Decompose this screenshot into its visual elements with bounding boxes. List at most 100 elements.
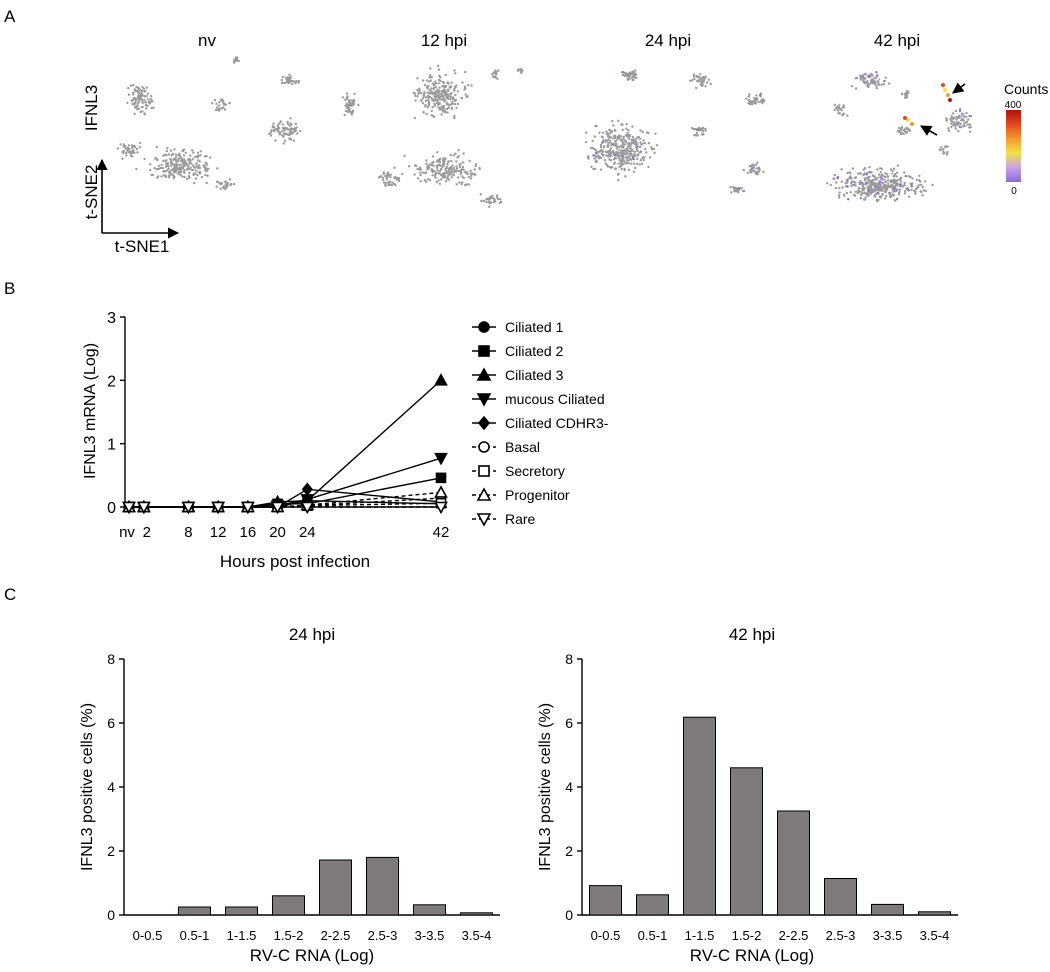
tsne-cell [444,73,447,77]
tsne-cell [442,110,445,113]
tsne-cell [749,169,752,172]
tsne-cell [600,148,603,152]
tsne-cell [642,156,645,159]
tsne-cell [519,68,522,71]
panel-label-a: A [4,7,16,26]
tsne-cell [838,186,841,190]
tsne-cell [636,149,639,153]
tsne-cell [452,174,455,177]
line-y-label: IFNL3 mRNA (Log) [82,343,99,479]
tsne-cell [877,189,880,192]
tsne-cell [414,94,417,98]
tsne-cell [881,192,884,196]
tsne-cell [875,71,878,74]
tsne-cell [893,174,896,177]
tsne-cell [867,185,870,188]
tsne-cell [945,153,949,156]
tsne-cell [640,162,644,165]
tsne-cell [401,172,404,176]
bar-chart-2-x-tick-label: 0-0.5 [591,928,621,943]
tsne-cell [436,99,439,102]
tsne-cell [499,198,502,201]
tsne-cell [636,157,639,161]
tsne-cell [610,142,613,145]
tsne-cell [623,167,626,171]
tsne-cell [491,196,494,200]
tsne-cell [604,162,607,165]
tsne-cell [611,151,614,154]
tsne-cell [455,183,458,186]
bar-chart-2-x-tick-label: 1-1.5 [685,928,715,943]
tsne-cell [906,92,909,95]
bar-chart-2-bar [636,894,669,916]
bar-chart-1-x-tick-label: 2-2.5 [321,928,351,943]
tsne-cell [625,123,628,126]
tsne-cell [877,198,880,202]
tsne-cell [592,167,595,171]
tsne-cell [347,106,350,109]
tsne-cell [181,161,185,165]
tsne-cell [837,106,840,109]
tsne-cell [170,168,173,172]
tsne-cell [444,91,448,94]
tsne-cell [627,168,631,171]
bar-chart-2-y-tick-label: 4 [565,779,573,795]
tsne-cell [204,173,207,177]
tsne-cell [436,158,440,162]
tsne-cell [145,101,148,104]
tsne-cell [432,164,435,167]
tsne-cell [377,176,381,179]
panel-a-tsne: nv 12 hpi 24 hpi 42 hpi t-SNE1 t-SNE2 IF… [82,31,1048,256]
tsne-cell [870,179,873,183]
tsne-cell [191,158,195,161]
tsne-cell [851,167,855,170]
tsne-cell [426,164,430,167]
tsne-cell [597,154,600,157]
tsne-cell [139,141,142,145]
tsne-cell [466,95,469,98]
tsne-cell [432,115,435,118]
tsne-cell [122,143,126,146]
tsne-cell [179,160,183,163]
tsne-cell [135,167,138,171]
tsne-cell [915,187,918,191]
tsne-cell [856,192,860,195]
tsne-cell [874,76,877,80]
tsne-cell [626,78,629,81]
tsne-cell [345,92,349,95]
tsne-cell [889,168,893,171]
tsne-cell [898,129,902,133]
tsne-cell [632,142,636,145]
tsne-cell [139,110,142,114]
tsne-cell [436,64,440,68]
tsne-cell [873,175,876,179]
tsne-cell [617,151,620,154]
tsne-cell [894,190,897,193]
tsne-cell [859,180,862,183]
tsne-cell [631,135,635,139]
tsne-cell [892,167,896,170]
tsne-cell [427,104,431,107]
tsne-cell [895,197,899,201]
tsne-cell [829,183,832,187]
tsne-cell [441,172,445,175]
tsne-cell [179,173,182,176]
tsne-cell [616,138,619,141]
tsne-cell [740,186,743,190]
tsne-cell [431,170,434,174]
tsne-cell [121,150,124,154]
tsne-cell [470,174,473,177]
tsne-cell [216,167,219,170]
tsne-cell [170,154,173,157]
tsne-cell [614,157,617,160]
tsne-cell [619,138,623,141]
tsne-cell [617,179,620,182]
tsne-cell [876,80,880,83]
tsne-cell [423,92,426,95]
tsne-cell [463,85,467,89]
tsne-cell [453,114,456,118]
tsne-cell [905,89,909,93]
tsne-cell [889,186,893,189]
tsne-cell [389,173,392,176]
tsne-cell [950,122,953,125]
